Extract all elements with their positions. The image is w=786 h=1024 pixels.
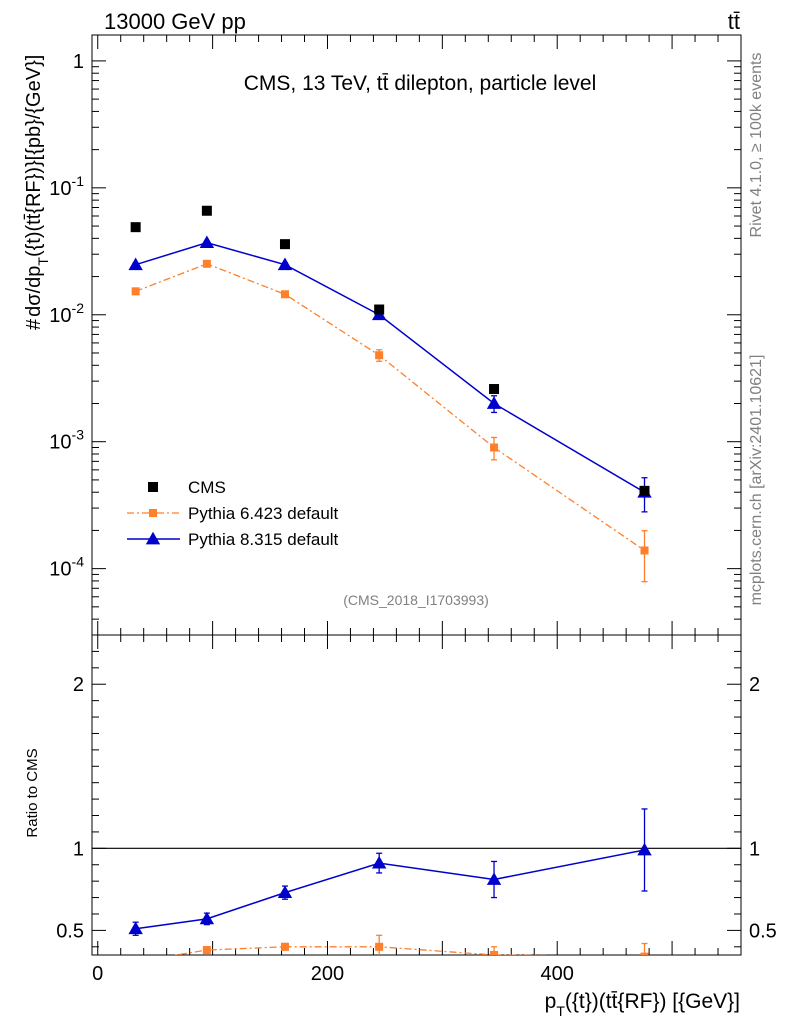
ratio-y-tick-label: 1 <box>73 838 84 860</box>
ratio-y-tick-label: 0.5 <box>56 920 84 942</box>
cms-point <box>201 205 212 216</box>
ratio-pythia8-point <box>486 872 502 885</box>
ratio-series-layer <box>128 808 652 966</box>
legend: CMS Pythia 6.423 default Pythia 8.315 defa… <box>127 478 339 549</box>
ratio-pythia8-point <box>371 855 387 869</box>
y-tick-label: 10-1 <box>49 173 84 200</box>
ratio-pythia8-point <box>637 842 652 856</box>
ratio-pythia8-point <box>128 921 143 935</box>
x-tick-label: 0 <box>92 963 103 985</box>
pythia6-point <box>131 287 140 296</box>
ratio-y-axis-label: Ratio to CMS <box>24 748 41 837</box>
pythia6-point <box>375 351 384 360</box>
legend-cms-marker <box>148 482 158 492</box>
y-tick-label: 10-4 <box>49 554 84 581</box>
ratio-y-tick-label-right: 1 <box>749 838 760 860</box>
y-tick-label: 10-2 <box>49 300 84 327</box>
x-tick-label: 400 <box>541 963 574 985</box>
cms-point <box>639 485 650 496</box>
ratio-pythia8-point <box>277 885 293 899</box>
ratio-pythia6-point <box>490 951 499 955</box>
pythia8-point <box>199 235 215 249</box>
ratio-plot-panel: 0.5 0.5 1 1 2 2 0 200 400 Ratio to CMS <box>24 634 777 985</box>
pythia8-point <box>486 396 502 409</box>
ratio-y-tick-label-right: 0.5 <box>749 920 777 942</box>
pythia6-line <box>135 263 645 552</box>
cms-point <box>374 304 385 315</box>
y-axis-label-text: #dσ/dpT({t)(tt̄{RF})}[{pb}/{GeV}] <box>23 55 51 330</box>
ratio-pythia6-point <box>640 952 649 955</box>
pythia6-point <box>280 290 289 299</box>
main-plot-panel: 1 10-1 10-2 10-3 10-4 CMS, 13 TeV, tt̄ dilep… <box>23 34 742 955</box>
y-tick-label: 1 <box>73 51 84 73</box>
x-tick-label: 200 <box>311 963 344 985</box>
ratio-y-tick-label: 2 <box>73 674 84 696</box>
ratio-plot-frame <box>91 634 742 956</box>
cms-point <box>130 222 141 233</box>
pythia6-point <box>640 546 649 555</box>
legend-label: CMS <box>188 478 226 497</box>
ratio-pythia8-point <box>199 911 215 925</box>
ratio-axis-ticks: 0.5 0.5 1 1 2 2 0 200 400 <box>56 634 777 985</box>
y-axis-label: #dσ/dpT({t)(tt̄{RF})}[{pb}/{GeV}] <box>23 55 51 330</box>
pythia6-point <box>202 259 211 268</box>
legend-pythia6-marker <box>149 509 157 517</box>
cms-point <box>489 384 500 395</box>
legend-label: Pythia 8.315 default <box>188 530 339 549</box>
rivet-version-label: Rivet 4.1.0, ≥ 100k events <box>748 53 765 238</box>
ratio-y-tick-label-right: 2 <box>749 674 760 696</box>
legend-pythia8-marker <box>145 531 161 545</box>
pythia6-point <box>490 443 499 452</box>
ratio-pythia6-point <box>280 942 289 951</box>
legend-label: Pythia 6.423 default <box>188 504 339 523</box>
ratio-pythia8-line <box>135 849 645 930</box>
ratio-pythia6-point <box>132 958 140 966</box>
ratio-clipped-group <box>128 808 652 966</box>
pythia8-point <box>128 257 143 271</box>
x-axis-label: pT({t})(tt̄{RF}) [{GeV}] <box>545 990 740 1019</box>
y-tick-label: 10-3 <box>49 427 84 454</box>
main-axis-ticks: 1 10-1 10-2 10-3 10-4 <box>49 35 741 955</box>
analysis-tag: (CMS_2018_I1703993) <box>343 592 489 608</box>
ratio-pythia6-point <box>202 946 211 955</box>
process-label: tt̄ <box>728 9 740 34</box>
cms-point <box>279 239 290 250</box>
beam-label: 13000 GeV pp <box>104 9 246 34</box>
main-series-layer <box>128 205 652 583</box>
chart-title: CMS, 13 TeV, tt̄ dilepton, particle leve… <box>244 72 597 95</box>
pythia8-point <box>277 257 293 271</box>
ratio-pythia6-point <box>375 942 384 951</box>
ratio-pythia6-line <box>172 946 554 955</box>
mcplots-label: mcplots.cern.ch [arXiv:2401.10621] <box>748 355 765 606</box>
pythia8-line <box>135 241 645 493</box>
